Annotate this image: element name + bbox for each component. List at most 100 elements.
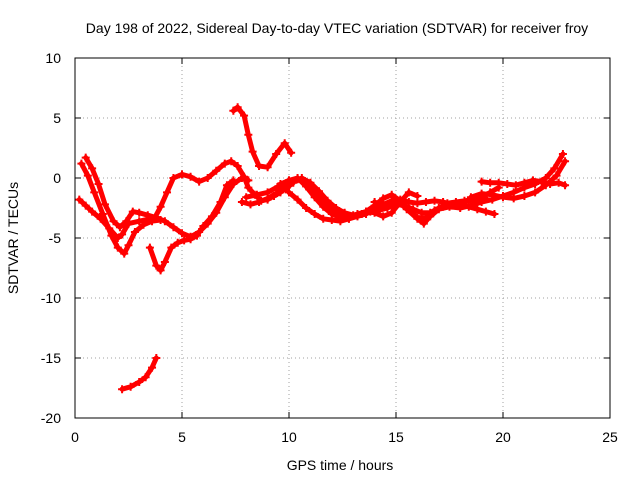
data-point xyxy=(280,139,289,148)
data-point xyxy=(421,198,430,206)
data-point xyxy=(310,193,319,202)
data-point xyxy=(255,162,264,170)
data-point xyxy=(404,198,413,206)
data-point xyxy=(499,193,507,202)
data-point xyxy=(156,202,165,211)
data-point xyxy=(481,207,490,216)
data-point xyxy=(419,219,428,228)
data-point xyxy=(520,192,529,200)
data-point xyxy=(143,211,152,220)
data-point xyxy=(445,202,454,211)
series-arc-n xyxy=(466,157,570,203)
data-point xyxy=(81,153,90,162)
data-point xyxy=(252,190,261,199)
data-point xyxy=(285,176,293,185)
data-point xyxy=(169,174,178,182)
data-point xyxy=(227,157,236,166)
data-point xyxy=(107,231,116,240)
y-tick-label: 5 xyxy=(53,110,61,126)
data-point xyxy=(370,208,379,217)
data-point xyxy=(152,354,161,362)
data-point xyxy=(88,207,97,216)
data-point xyxy=(212,166,221,175)
data-point xyxy=(229,106,238,115)
data-point xyxy=(118,230,127,239)
data-point xyxy=(237,198,246,206)
data-point xyxy=(392,195,400,204)
data-point xyxy=(528,176,537,185)
data-point xyxy=(293,195,302,204)
data-point xyxy=(118,385,127,394)
data-point xyxy=(135,217,144,226)
data-point xyxy=(554,178,563,187)
x-tick-label: 0 xyxy=(71,429,79,445)
data-point xyxy=(81,201,90,210)
data-series xyxy=(75,103,570,394)
data-point xyxy=(255,198,264,206)
data-point xyxy=(98,210,107,218)
data-point xyxy=(148,363,157,372)
data-point xyxy=(141,373,150,382)
data-point xyxy=(302,182,311,191)
data-point xyxy=(310,210,319,218)
data-point xyxy=(100,200,109,209)
data-point xyxy=(561,157,570,166)
data-point xyxy=(413,214,422,223)
data-point xyxy=(561,181,570,190)
data-point xyxy=(503,180,512,188)
data-point xyxy=(109,217,118,226)
data-point xyxy=(486,178,495,187)
y-tick-label: -15 xyxy=(41,350,61,366)
y-tick-label: -10 xyxy=(41,290,61,306)
series-line xyxy=(468,158,568,201)
data-point xyxy=(167,243,176,252)
data-point xyxy=(520,178,529,187)
x-axis-label: GPS time / hours xyxy=(287,457,394,473)
data-point xyxy=(178,229,186,238)
series-line xyxy=(147,177,236,273)
data-point xyxy=(160,217,169,226)
data-point xyxy=(558,150,567,158)
data-point xyxy=(163,188,172,197)
data-point xyxy=(263,163,272,172)
data-point xyxy=(387,208,396,217)
x-tick-label: 20 xyxy=(495,429,511,445)
data-point xyxy=(434,205,443,214)
data-point xyxy=(276,180,285,188)
data-point xyxy=(128,207,137,216)
data-point xyxy=(233,103,242,112)
data-point xyxy=(135,378,144,386)
series-line xyxy=(230,104,294,170)
data-point xyxy=(186,172,195,181)
data-point xyxy=(362,207,371,216)
data-point xyxy=(207,212,216,221)
data-point xyxy=(552,171,561,180)
data-point xyxy=(122,217,131,226)
data-point xyxy=(319,214,328,223)
data-point xyxy=(319,202,328,211)
data-point xyxy=(248,147,257,156)
data-point xyxy=(83,171,92,180)
series-arc-k xyxy=(285,188,422,226)
x-tick-label: 5 xyxy=(178,429,186,445)
data-point xyxy=(439,198,448,206)
data-point xyxy=(511,181,520,190)
data-point xyxy=(466,201,475,210)
data-point xyxy=(169,223,178,232)
y-tick-label: 0 xyxy=(53,170,61,186)
data-point xyxy=(550,164,559,173)
data-point xyxy=(287,148,296,157)
series-arc-a xyxy=(75,195,154,242)
data-point xyxy=(120,249,129,258)
data-point xyxy=(77,159,86,168)
data-point xyxy=(203,174,212,182)
y-axis-label: SDTVAR / TECUs xyxy=(5,182,21,294)
data-point xyxy=(263,188,272,197)
data-point xyxy=(494,178,503,187)
data-point xyxy=(490,210,499,218)
data-point xyxy=(222,181,231,190)
series-arc-m xyxy=(477,176,570,190)
data-point xyxy=(156,266,165,275)
data-point xyxy=(293,174,302,182)
data-point xyxy=(126,382,135,391)
